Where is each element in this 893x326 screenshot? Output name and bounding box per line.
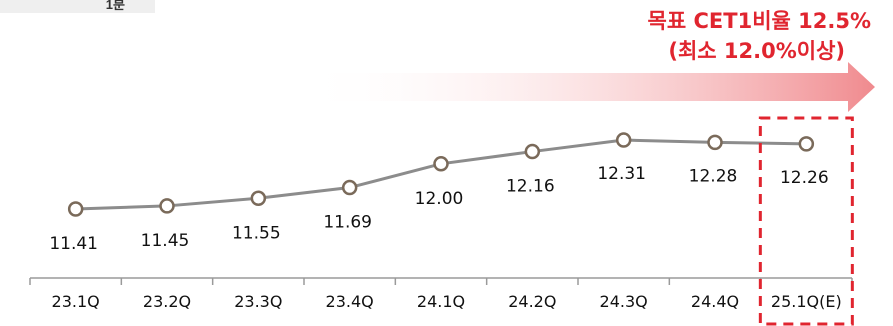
target-annotation: 목표 CET1비율 12.5% (최소 12.0%이상) xyxy=(648,6,871,66)
x-tick-label: 24.4Q xyxy=(691,292,739,311)
data-label: 12.28 xyxy=(689,166,738,186)
category-labels: 23.1Q 23.2Q 23.3Q 23.4Q 24.1Q 24.2Q 24.3Q 24.4Q… xyxy=(52,292,842,311)
data-point xyxy=(67,201,84,217)
x-tick-label: 24.1Q xyxy=(417,292,465,311)
corner-tab: 1분 xyxy=(0,0,155,13)
target-line-2: (최소 12.0%이상) xyxy=(668,39,845,63)
target-line-1: 목표 CET1비율 12.5% xyxy=(647,9,871,33)
data-label: 12.31 xyxy=(597,164,646,184)
data-label: 11.69 xyxy=(323,213,372,233)
x-tick-label: 24.2Q xyxy=(508,292,556,311)
x-tick-label: 23.4Q xyxy=(326,292,374,311)
data-point xyxy=(615,132,632,148)
value-labels: 11.41 11.45 11.55 11.69 12.00 12.16 12.31 12.28… xyxy=(49,164,828,254)
data-label: 12.26 xyxy=(780,168,829,188)
data-label: 12.16 xyxy=(506,177,555,197)
data-point xyxy=(798,136,815,152)
data-point xyxy=(433,156,449,172)
x-tick-label: 24.3Q xyxy=(600,292,648,311)
x-tick-label: 23.3Q xyxy=(234,292,282,311)
data-label: 11.45 xyxy=(141,231,190,251)
data-point xyxy=(341,179,358,196)
forecast-highlight-box xyxy=(758,116,854,326)
x-tick-label: 25.1Q(E) xyxy=(771,292,842,311)
x-axis xyxy=(29,277,853,285)
trend-arrow xyxy=(300,62,875,112)
x-tick-label: 23.2Q xyxy=(143,292,191,311)
data-point xyxy=(250,190,267,207)
markers xyxy=(67,132,815,217)
data-label: 11.55 xyxy=(232,223,281,243)
corner-tab-label: 1분 xyxy=(105,0,125,12)
data-point xyxy=(159,198,175,214)
x-tick-label: 23.1Q xyxy=(52,292,100,311)
data-label: 11.41 xyxy=(49,234,98,254)
data-point xyxy=(707,134,723,151)
data-label: 12.00 xyxy=(415,189,464,209)
data-point xyxy=(524,143,541,160)
